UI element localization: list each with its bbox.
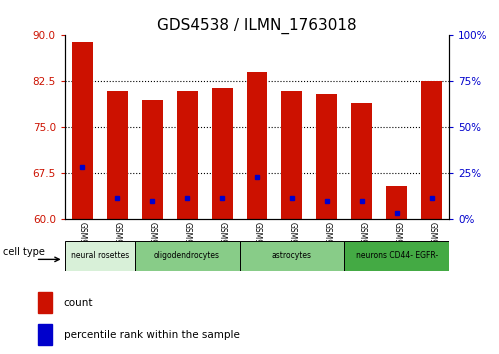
Bar	[240, 241, 344, 271]
Bar	[316, 94, 337, 219]
Bar	[212, 87, 233, 219]
Text: oligodendrocytes: oligodendrocytes	[154, 251, 220, 260]
Text: percentile rank within the sample: percentile rank within the sample	[63, 330, 240, 340]
Bar	[38, 324, 52, 345]
Text: astrocytes: astrocytes	[272, 251, 312, 260]
Text: neural rosettes: neural rosettes	[71, 251, 129, 260]
Bar	[65, 241, 135, 271]
Bar	[135, 241, 240, 271]
Bar	[344, 241, 449, 271]
Bar	[421, 81, 442, 219]
Bar	[281, 91, 302, 219]
Text: cell type: cell type	[3, 247, 45, 257]
Bar	[72, 41, 93, 219]
Bar	[177, 91, 198, 219]
Bar	[386, 186, 407, 219]
Bar	[351, 103, 372, 219]
Title: GDS4538 / ILMN_1763018: GDS4538 / ILMN_1763018	[157, 18, 357, 34]
Text: count: count	[63, 298, 93, 308]
Bar	[247, 72, 267, 219]
Bar	[142, 100, 163, 219]
Bar	[38, 292, 52, 313]
Text: neurons CD44- EGFR-: neurons CD44- EGFR-	[356, 251, 438, 260]
Bar	[107, 91, 128, 219]
